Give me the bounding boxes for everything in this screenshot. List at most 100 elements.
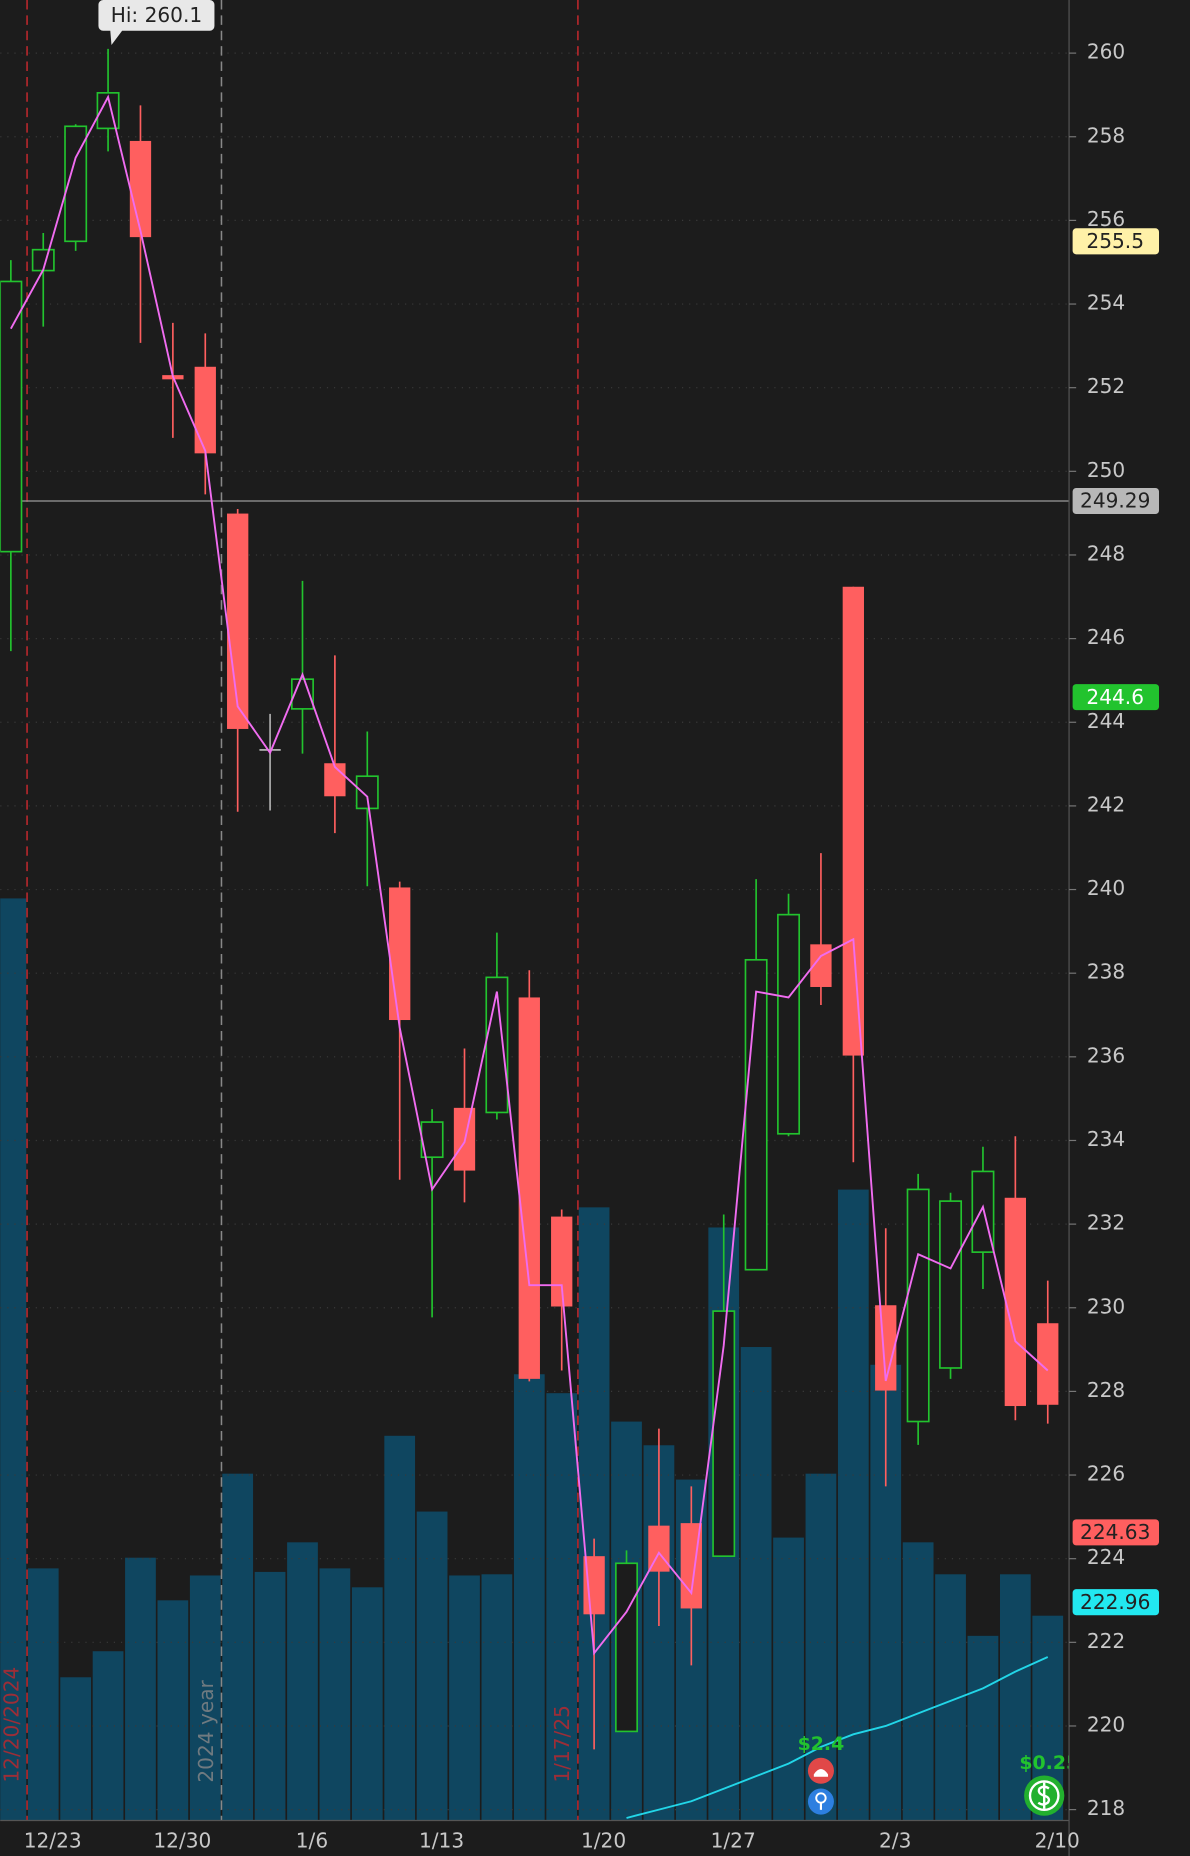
volume-bar	[60, 1677, 92, 1821]
y-tick-label: 218	[1087, 1796, 1125, 1820]
volume-bar	[157, 1600, 189, 1821]
candle-body	[939, 1200, 963, 1369]
candle-body	[551, 1216, 573, 1307]
price-marker-label: 222.96	[1080, 1590, 1150, 1614]
price-marker-label: 224.63	[1080, 1520, 1150, 1544]
x-tick-label: 1/6	[296, 1828, 328, 1852]
event-icon	[1028, 1780, 1060, 1812]
y-tick-label: 254	[1087, 291, 1125, 315]
y-tick-label: 252	[1087, 374, 1125, 398]
candle-body	[355, 775, 379, 810]
volume-bar	[319, 1568, 351, 1821]
volume-bar	[449, 1575, 480, 1821]
volume-bar	[773, 1537, 804, 1821]
candle-body	[906, 1188, 930, 1423]
volume-bar	[27, 1568, 59, 1821]
x-tick-label: 1/27	[711, 1828, 756, 1852]
candle-body	[129, 140, 152, 238]
volume-bar	[222, 1473, 254, 1821]
volume-bar	[125, 1557, 156, 1821]
price-marker-box	[1072, 1589, 1160, 1616]
y-tick-label: 256	[1087, 207, 1125, 231]
candle-body	[1037, 1323, 1059, 1405]
volume-bar	[740, 1347, 772, 1821]
y-tick-label: 222	[1087, 1629, 1125, 1653]
volume-bar	[967, 1635, 999, 1821]
y-tick-label: 234	[1087, 1127, 1125, 1151]
y-tick-label: 236	[1087, 1043, 1125, 1067]
y-tick-label: 230	[1087, 1294, 1125, 1318]
candle-body	[1004, 1197, 1027, 1407]
moving-average-line	[10, 94, 1049, 1656]
moving-average-line	[626, 1656, 1049, 1819]
event-icon	[813, 1769, 829, 1777]
y-tick-label: 238	[1087, 960, 1125, 984]
volume-bar	[902, 1542, 934, 1821]
date-marker-label: 2024 year	[194, 1679, 218, 1782]
high-callout-label: Hi: 260.1	[111, 3, 202, 27]
volume-bar	[287, 1542, 318, 1821]
plot-area: 12/20/2024 2024 year 1/17/25 Hi: 260.1 $2.4 $…	[0, 0, 1079, 1821]
high-callout	[98, 0, 215, 45]
volume-bar	[481, 1574, 513, 1821]
volume-bar	[254, 1571, 286, 1821]
date-marker-label: 1/17/25	[550, 1705, 574, 1783]
y-tick-label: 250	[1087, 458, 1125, 482]
price-marker-label: 244.6	[1086, 685, 1144, 709]
y-tick-label: 244	[1087, 709, 1125, 733]
event-label: $0.25	[1019, 1752, 1079, 1774]
price-marker-label: 255.5	[1086, 229, 1144, 253]
event-icon	[807, 1788, 834, 1815]
y-tick-label: 246	[1087, 625, 1125, 649]
candle-body	[518, 997, 540, 1379]
candle-body	[744, 958, 768, 1271]
volume-bar	[92, 1651, 124, 1821]
volume-bar	[384, 1435, 416, 1821]
volume-bar	[189, 1575, 221, 1821]
event-label: $2.4	[798, 1733, 845, 1755]
y-tick-label: 232	[1087, 1211, 1125, 1235]
candle-body	[389, 887, 411, 1021]
volume-bar	[351, 1587, 383, 1821]
price-marker-box	[1072, 1519, 1160, 1546]
volume-bar	[837, 1189, 869, 1821]
candle-body	[64, 125, 88, 243]
y-tick-label: 226	[1087, 1462, 1125, 1486]
y-tick-label: 260	[1087, 40, 1125, 64]
volume-bar	[0, 898, 27, 1821]
y-tick-label: 220	[1087, 1712, 1125, 1736]
candle-body	[810, 944, 832, 987]
candle-body	[0, 280, 23, 553]
y-tick-label: 228	[1087, 1378, 1125, 1402]
price-marker-box	[1072, 228, 1160, 255]
price-marker-box	[1072, 684, 1160, 711]
candle-body	[842, 586, 864, 1056]
volume-bar	[416, 1511, 448, 1821]
volume-bar	[999, 1574, 1031, 1821]
x-tick-label: 2/10	[1035, 1828, 1080, 1852]
volume-bar	[513, 1374, 545, 1821]
axes: 218 220 222 224 226 228 230 232 234 236 238 240 242 2…	[24, 40, 1160, 1852]
price-marker-box	[1072, 488, 1160, 515]
y-tick-label: 242	[1087, 792, 1125, 816]
y-tick-label: 240	[1087, 876, 1125, 900]
event-icon	[1037, 1782, 1051, 1809]
candle-body	[227, 513, 249, 729]
candle-body	[777, 913, 801, 1135]
x-tick-label: 1/13	[419, 1828, 464, 1852]
volume-bar	[546, 1393, 578, 1821]
y-tick-label: 258	[1087, 123, 1125, 147]
price-marker-label: 249.29	[1080, 489, 1150, 513]
candle-body	[875, 1305, 897, 1391]
date-marker-label: 12/20/2024	[0, 1667, 23, 1783]
x-tick-label: 1/20	[581, 1828, 626, 1852]
candle-body	[194, 366, 216, 454]
candle-body	[615, 1562, 638, 1733]
x-tick-label: 12/30	[153, 1828, 211, 1852]
x-tick-label: 12/23	[24, 1828, 82, 1852]
y-tick-label: 248	[1087, 541, 1125, 565]
y-tick-label: 224	[1087, 1545, 1125, 1569]
x-tick-label: 2/3	[879, 1828, 911, 1852]
candle-body	[259, 749, 281, 751]
